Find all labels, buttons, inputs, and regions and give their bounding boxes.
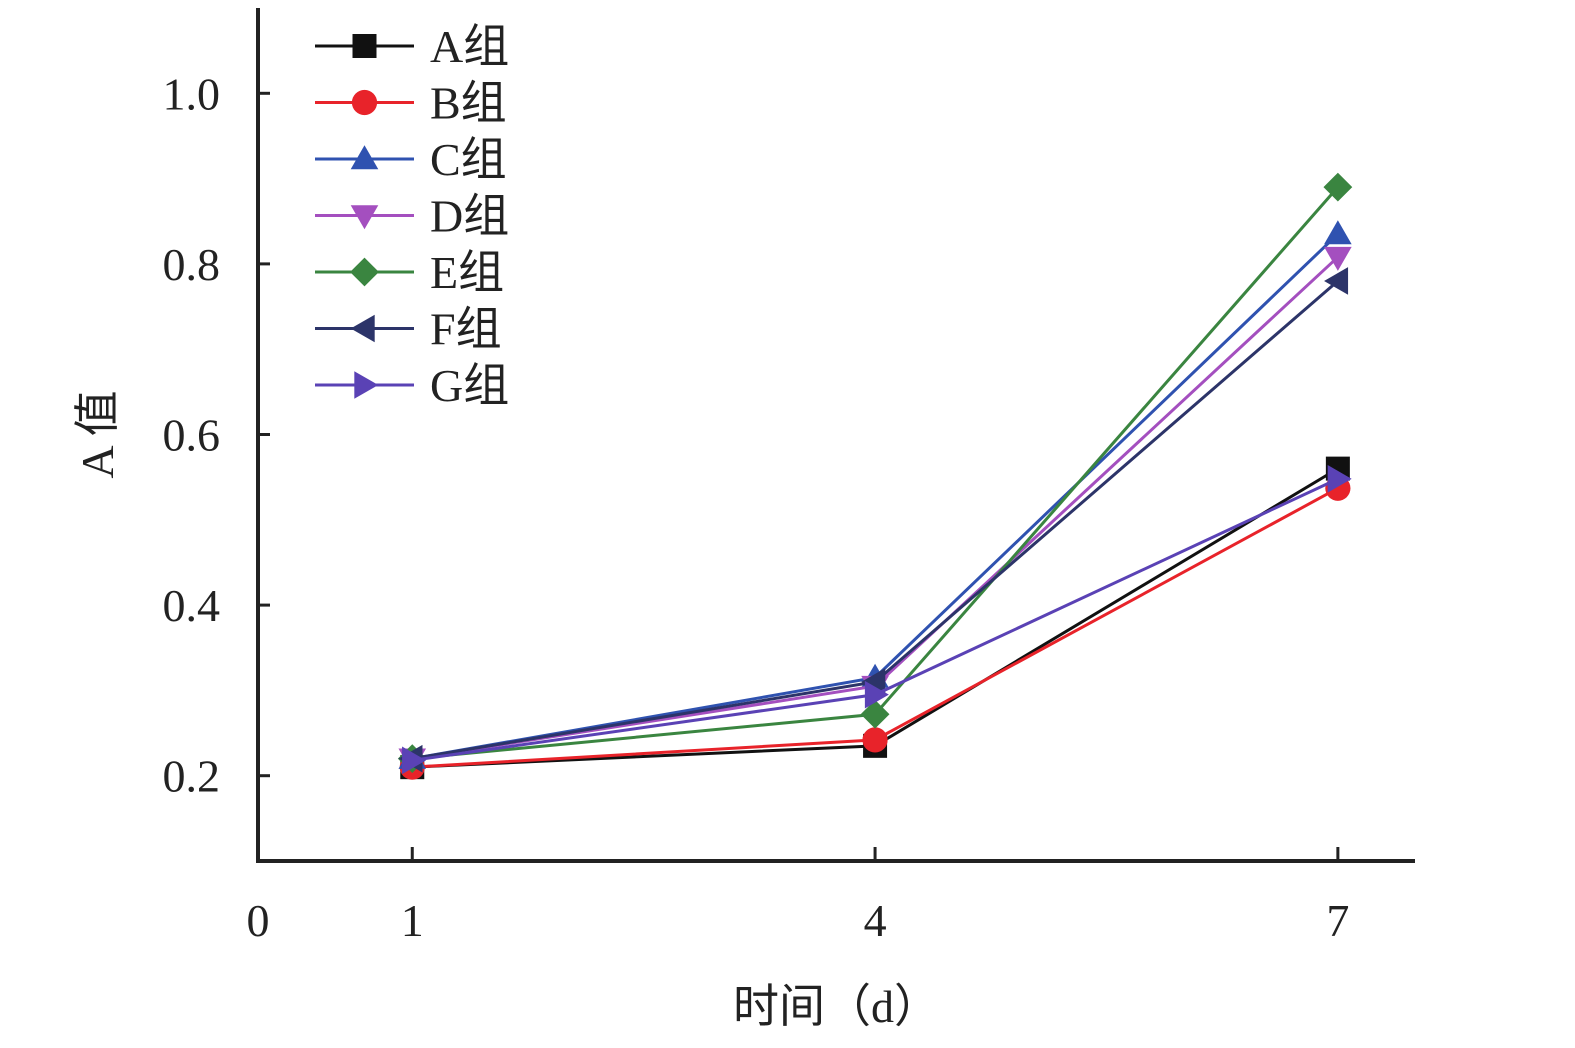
data-point bbox=[862, 727, 888, 753]
y-tick-label: 0.8 bbox=[163, 239, 221, 290]
x-tick-label: 4 bbox=[864, 895, 887, 946]
x-tick-label: 1 bbox=[401, 895, 424, 946]
data-point bbox=[1324, 220, 1352, 245]
series-2 bbox=[399, 475, 1351, 780]
legend-label: C组 bbox=[430, 134, 507, 185]
legend-label: F组 bbox=[430, 304, 502, 355]
y-tick-label: 1.0 bbox=[163, 68, 221, 119]
legend-marker bbox=[350, 257, 379, 287]
data-point bbox=[1324, 246, 1352, 271]
ticks: 0.2 0.4 0.6 0.8 1.0 0 1 4 7 bbox=[163, 68, 1350, 946]
legend-label: B组 bbox=[430, 78, 507, 129]
y-tick-label: 0.6 bbox=[163, 410, 221, 461]
legend-marker bbox=[350, 145, 379, 170]
series-7 bbox=[402, 465, 1352, 775]
legend-item: A组 bbox=[315, 21, 509, 72]
legend-item: E组 bbox=[315, 247, 504, 298]
series-layer bbox=[397, 172, 1353, 780]
legend-item: F组 bbox=[315, 304, 502, 355]
legend-item: D组 bbox=[315, 191, 509, 242]
legend-marker bbox=[352, 34, 377, 58]
legend-marker bbox=[354, 371, 379, 399]
x-tick-label: 0 bbox=[247, 895, 270, 946]
y-axis-title: A 值 bbox=[72, 390, 123, 478]
legend-marker bbox=[351, 89, 378, 116]
legend-marker bbox=[350, 314, 375, 343]
legend-item: C组 bbox=[315, 134, 507, 185]
data-point bbox=[861, 668, 886, 696]
data-point bbox=[1324, 267, 1349, 295]
data-point bbox=[860, 699, 890, 729]
legend-label: D组 bbox=[430, 191, 509, 242]
data-point bbox=[864, 680, 889, 709]
x-axis-title: 时间（d） bbox=[733, 981, 940, 1032]
y-tick-label: 0.2 bbox=[163, 751, 221, 802]
legend-marker bbox=[350, 205, 379, 230]
y-tick-label: 0.4 bbox=[163, 580, 221, 631]
data-point bbox=[402, 746, 427, 775]
legend-item: G组 bbox=[315, 360, 509, 411]
legend-label: A组 bbox=[430, 21, 509, 72]
legend-item: B组 bbox=[315, 78, 507, 129]
x-tick-label: 7 bbox=[1326, 895, 1349, 946]
legend-label: E组 bbox=[430, 247, 504, 298]
data-point bbox=[1327, 465, 1352, 493]
legend-label: G组 bbox=[430, 360, 509, 411]
data-point bbox=[1323, 172, 1353, 202]
